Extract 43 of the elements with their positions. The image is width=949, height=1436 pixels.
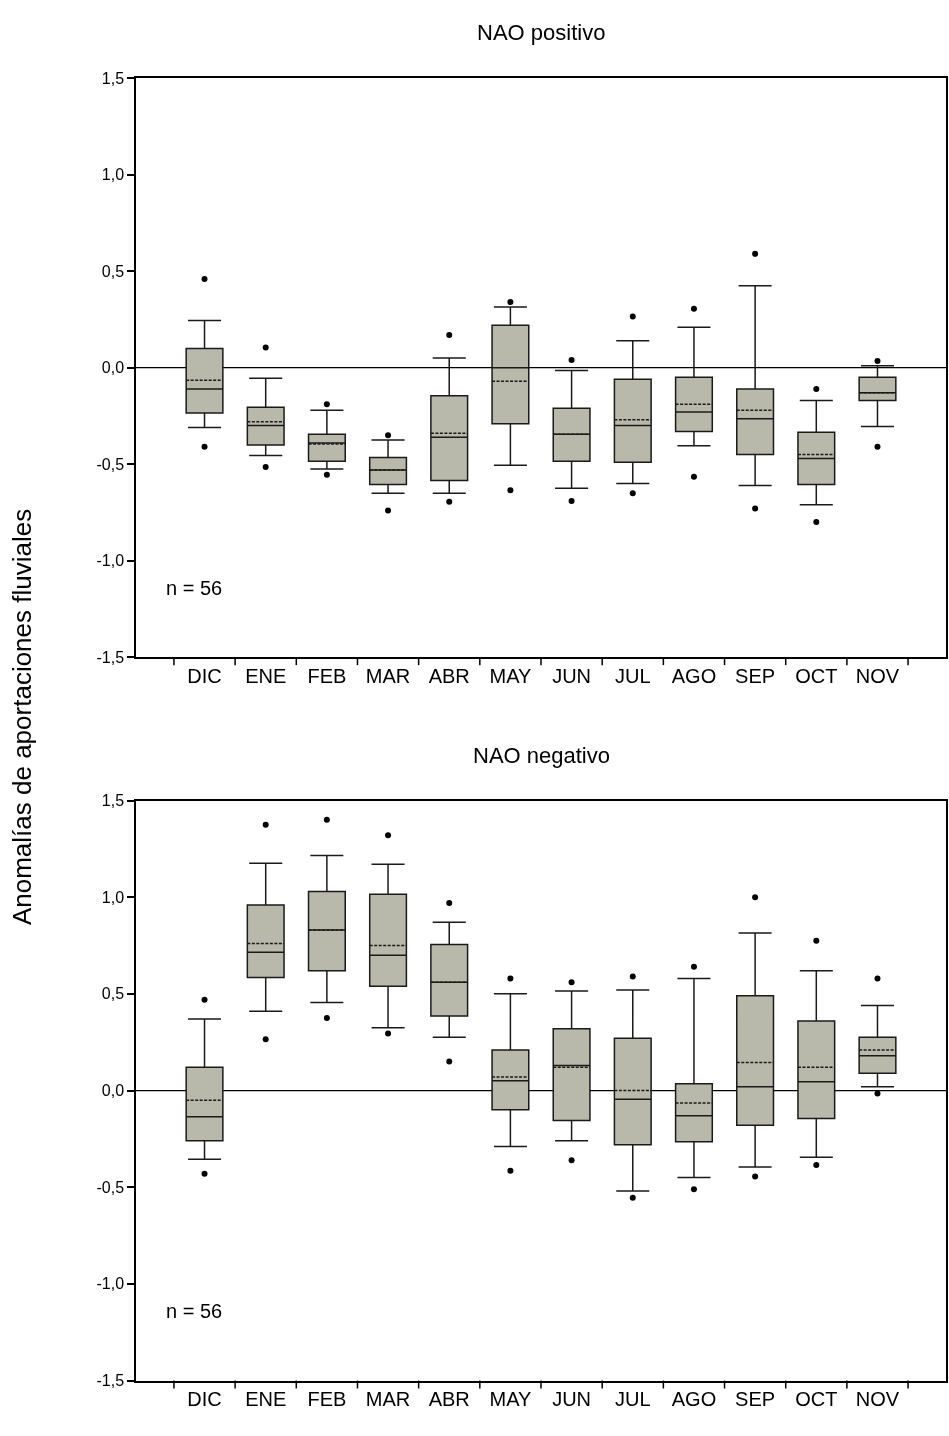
x-tick-label: MAR [365, 1388, 411, 1411]
y-tick-label: -1,5 [96, 1372, 125, 1390]
y-tick-label: 1,5 [101, 69, 125, 87]
x-tick-label: JUL [614, 1388, 651, 1411]
x-tick-label: ABR [428, 664, 470, 687]
x-tick-label: JUN [552, 1388, 592, 1411]
x-tick-label: MAY [489, 664, 532, 687]
x-tick-label: DIC [187, 664, 222, 687]
y-axis-title: Anomalías de aportaciones fluviales [7, 508, 38, 926]
y-tick-label: -0,5 [96, 455, 125, 473]
y-tick-label: 0,0 [101, 359, 125, 377]
annotation: n = 56 [166, 577, 223, 599]
y-tick-label: 1,0 [101, 166, 125, 184]
y-tick-label: -0,5 [96, 1178, 125, 1196]
y-tick-label: 0,5 [101, 985, 125, 1003]
chart-title: NAO negativo [473, 743, 610, 768]
y-tick-label: 0,0 [101, 1082, 125, 1100]
x-tick-label: NOV [855, 664, 900, 687]
y-tick-label: -1,5 [96, 648, 125, 666]
x-tick-label: FEB [307, 1388, 347, 1411]
x-tick-label: OCT [795, 1388, 838, 1411]
y-tick-label: -1,0 [96, 552, 125, 570]
x-tick-label: JUL [614, 664, 651, 687]
x-tick-label: JUN [552, 664, 592, 687]
x-tick-label: ENE [245, 664, 287, 687]
x-tick-label: AGO [671, 664, 717, 687]
x-tick-label: NOV [855, 1388, 900, 1411]
x-tick-label: OCT [795, 664, 838, 687]
chart-title: NAO positivo [477, 20, 606, 45]
y-tick-label: 1,0 [101, 888, 125, 906]
annotation: n = 56 [166, 1300, 223, 1322]
x-tick-label: SEP [735, 664, 776, 687]
x-tick-label: FEB [307, 664, 347, 687]
x-tick-label: ENE [245, 1388, 287, 1411]
y-tick-label: 1,5 [101, 792, 125, 810]
y-tick-label: -1,0 [96, 1275, 125, 1293]
x-tick-label: MAY [489, 1388, 532, 1411]
y-tick-label: 0,5 [101, 262, 125, 280]
x-tick-label: DIC [187, 1388, 222, 1411]
x-tick-label: ABR [428, 1388, 470, 1411]
x-tick-label: AGO [671, 1388, 717, 1411]
x-tick-label: SEP [735, 1388, 776, 1411]
x-tick-label: MAR [365, 664, 411, 687]
